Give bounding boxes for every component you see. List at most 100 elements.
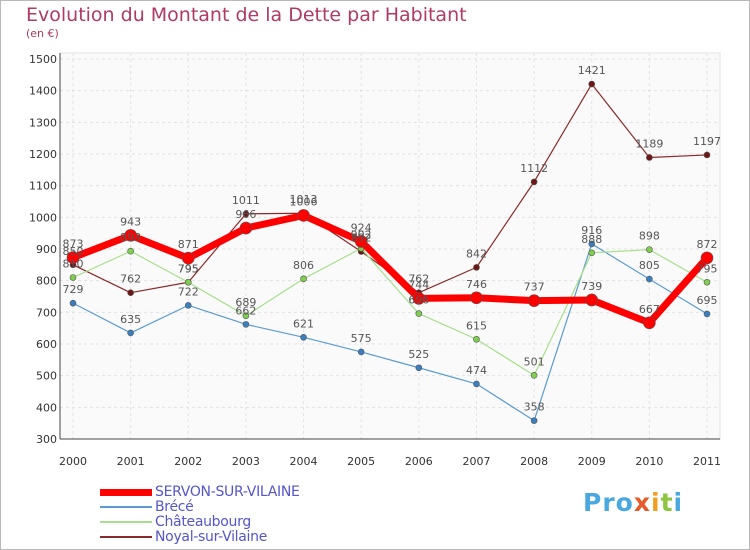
data-point xyxy=(527,294,541,307)
series-line xyxy=(71,211,710,327)
data-label: 902 xyxy=(351,228,372,241)
data-point xyxy=(242,321,250,328)
data-label: 689 xyxy=(235,296,256,309)
data-point xyxy=(530,372,538,379)
data-label: 662 xyxy=(235,304,256,317)
y-tick-label: 700 xyxy=(36,306,57,319)
y-tick-label: 1400 xyxy=(29,85,57,98)
x-tick-label: 2011 xyxy=(693,455,721,468)
logo-letter: x xyxy=(633,488,651,517)
legend-swatch xyxy=(100,521,152,523)
data-label: 615 xyxy=(466,319,487,332)
logo-letter: t xyxy=(660,488,674,517)
data-label: 501 xyxy=(524,355,545,368)
data-label: 635 xyxy=(120,313,141,326)
data-point xyxy=(184,278,192,286)
data-label: 872 xyxy=(697,238,718,251)
data-point xyxy=(530,178,538,186)
data-point xyxy=(242,312,250,320)
data-point xyxy=(415,310,423,317)
data-label: 762 xyxy=(120,273,141,286)
data-point xyxy=(66,251,80,264)
legend-swatch xyxy=(100,506,152,508)
data-point xyxy=(354,235,368,248)
data-label: 1013 xyxy=(290,193,318,206)
data-label: 621 xyxy=(293,317,314,330)
x-tick-label: 2001 xyxy=(117,455,145,468)
data-label: 696 xyxy=(408,294,429,307)
data-label: 795 xyxy=(697,262,718,275)
legend-label: Châteaubourg xyxy=(155,514,251,530)
logo-letter: o xyxy=(615,488,634,517)
data-point xyxy=(643,316,656,330)
y-tick-label: 900 xyxy=(36,243,57,256)
y-tick-label: 1300 xyxy=(29,116,57,129)
legend-label: Brécé xyxy=(155,499,194,515)
y-tick-label: 1000 xyxy=(29,211,57,224)
data-point xyxy=(588,240,596,248)
data-label: 667 xyxy=(639,303,660,316)
data-point xyxy=(69,299,77,307)
x-tick-label: 2007 xyxy=(462,455,490,468)
y-tick-label: 600 xyxy=(36,338,57,351)
data-label: 739 xyxy=(581,280,602,293)
plot-background xyxy=(59,52,721,440)
y-tick-label: 800 xyxy=(36,275,57,288)
x-tick-label: 2010 xyxy=(635,455,663,468)
y-tick-label: 1500 xyxy=(29,53,57,66)
data-point xyxy=(239,221,253,235)
data-label: 805 xyxy=(639,259,660,272)
y-tick-label: 1100 xyxy=(29,180,57,193)
data-point xyxy=(297,209,310,222)
data-point xyxy=(646,154,653,161)
data-label: 1006 xyxy=(290,195,318,208)
logo-letter: P xyxy=(583,488,603,517)
data-point xyxy=(412,292,426,305)
data-point xyxy=(473,264,480,271)
data-label: 358 xyxy=(524,401,545,414)
x-tick-label: 2002 xyxy=(174,455,202,468)
x-tick-label: 2009 xyxy=(578,455,606,468)
logo-letter: i xyxy=(651,488,661,517)
data-label: 737 xyxy=(524,281,545,294)
data-label: 842 xyxy=(466,247,487,260)
data-point xyxy=(127,247,134,255)
data-label: 898 xyxy=(639,230,660,243)
data-point xyxy=(530,417,538,424)
data-point xyxy=(300,275,307,283)
data-label: 795 xyxy=(178,262,199,275)
data-label: 1112 xyxy=(520,162,548,175)
data-point xyxy=(473,335,480,343)
data-label: 1421 xyxy=(578,64,606,77)
x-tick-label: 2004 xyxy=(290,455,318,468)
data-point xyxy=(184,302,192,309)
data-point xyxy=(69,274,77,281)
data-label: 924 xyxy=(351,221,372,234)
data-label: 722 xyxy=(178,285,199,298)
data-point xyxy=(127,329,134,337)
legend-label: Noyal-sur-Vilaine xyxy=(155,529,268,545)
data-point xyxy=(181,251,195,265)
data-point xyxy=(585,293,599,307)
data-point xyxy=(473,380,480,388)
data-label: 943 xyxy=(120,215,141,228)
proxiti-logo: Proxiti xyxy=(583,488,683,517)
data-label: 893 xyxy=(120,231,141,244)
data-point xyxy=(703,278,711,286)
data-point xyxy=(127,289,134,297)
legend-swatch xyxy=(100,488,152,496)
logo-letter: i xyxy=(673,488,684,517)
legend-label: SERVON-SUR-VILAINE xyxy=(155,484,300,500)
data-label: 916 xyxy=(581,224,602,237)
data-label: 746 xyxy=(466,278,487,291)
data-point xyxy=(588,249,596,257)
data-label: 729 xyxy=(63,283,84,296)
data-label: 888 xyxy=(581,233,602,246)
data-label: 1197 xyxy=(693,135,721,148)
y-tick-label: 1200 xyxy=(29,148,57,161)
data-label: 695 xyxy=(697,294,718,307)
data-label: 1011 xyxy=(232,194,260,207)
data-point xyxy=(703,151,711,159)
y-tick-label: 300 xyxy=(36,433,57,446)
